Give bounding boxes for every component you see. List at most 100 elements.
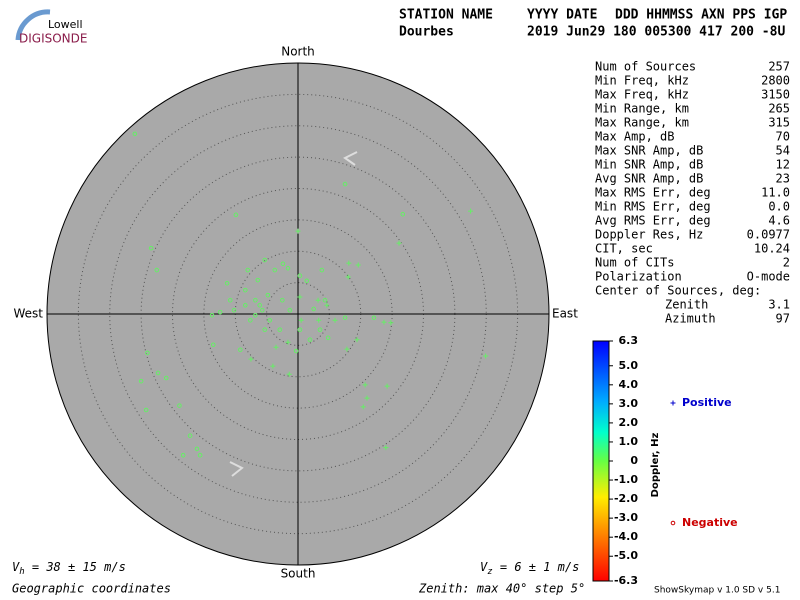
header-column: STATION NAME <box>399 8 493 23</box>
stat-value: 12 <box>776 158 790 172</box>
stat-label: Min Range, km <box>595 102 689 116</box>
point <box>483 353 489 359</box>
point <box>255 277 261 283</box>
point <box>396 240 402 246</box>
point <box>210 342 216 348</box>
logo-text: Lowell <box>48 18 83 31</box>
stat-label: Avg RMS Err, deg <box>595 214 711 228</box>
point <box>381 319 387 325</box>
stat-label: Num of CITs <box>595 256 674 270</box>
point <box>187 433 193 439</box>
center-value: 97 <box>776 312 790 326</box>
datetime: 2019 Jun29 180 005300 417 200 -8U <box>527 25 785 40</box>
point <box>163 375 169 381</box>
point <box>346 260 352 266</box>
point <box>311 306 316 312</box>
legend-label: Negative <box>682 516 738 529</box>
stat-label: Max Freq, kHz <box>595 88 689 102</box>
stat-value: 23 <box>776 172 790 186</box>
stat-value: 70 <box>776 130 790 144</box>
stat-label: Max Range, km <box>595 116 689 130</box>
version: ShowSkymap v 1.0 SD v 5.1 <box>654 586 780 596</box>
point <box>245 267 251 273</box>
point <box>342 315 348 321</box>
center-title: Center of Sources, deg: <box>595 284 761 298</box>
stat-value: 11.0 <box>761 186 790 200</box>
point <box>197 452 203 458</box>
point <box>362 382 368 388</box>
stat-label: Max Amp, dB <box>595 130 674 144</box>
point <box>285 265 291 271</box>
point <box>322 297 328 303</box>
stat-value: 315 <box>768 116 790 130</box>
stat-label: CIT, sec <box>595 242 653 256</box>
point <box>270 363 276 369</box>
point <box>468 208 474 214</box>
point <box>231 307 237 313</box>
point <box>259 307 265 313</box>
colorbar-tick-label: 6.3 <box>619 334 639 347</box>
point <box>253 297 258 303</box>
colorbar-tick-label: -3.0 <box>614 511 638 524</box>
point <box>227 297 233 303</box>
logo-text: DIGISONDE <box>19 32 87 46</box>
point <box>297 327 303 332</box>
zenith-note: Zenith: max 40° step 5° <box>418 582 585 596</box>
stat-label: Min SNR Amp, dB <box>595 158 703 172</box>
vz: Vz = 6 ± 1 m/s <box>480 560 579 577</box>
colorbar <box>592 340 610 582</box>
point <box>267 317 273 323</box>
stat-label: Num of Sources <box>595 60 696 74</box>
point <box>317 327 323 332</box>
point <box>257 302 263 308</box>
direction-label: South <box>281 567 316 581</box>
point <box>297 294 303 300</box>
stat-label: Max SNR Amp, dB <box>595 144 703 158</box>
point <box>384 383 390 389</box>
point <box>155 370 161 376</box>
point <box>237 347 243 353</box>
stat-label: Avg SNR Amp, dB <box>595 172 703 186</box>
point <box>209 312 215 318</box>
coords-note: Geographic coordinates <box>12 582 171 596</box>
stat-value: 2 <box>783 256 790 270</box>
header-column: YYYY DATE <box>527 8 597 23</box>
stat-label: Doppler Res, Hz <box>595 228 703 242</box>
colorbar-tick-label: -1.0 <box>614 473 638 486</box>
point <box>138 378 144 384</box>
colorbar-tick-label: 4.0 <box>619 378 639 391</box>
point <box>248 356 254 362</box>
point <box>217 309 223 315</box>
point <box>297 273 303 279</box>
point <box>400 211 406 217</box>
colorbar-tick-label: 1.0 <box>619 435 639 448</box>
point <box>145 350 150 356</box>
point <box>298 317 304 323</box>
point <box>242 302 248 308</box>
direction-label: West <box>13 307 43 321</box>
legend-label: Positive <box>682 396 732 409</box>
center-label: Zenith <box>665 298 708 312</box>
point <box>180 452 186 458</box>
colorbar-tick-label: 3.0 <box>619 397 639 410</box>
legend-symbol <box>670 400 676 406</box>
arrow-marker <box>229 461 244 477</box>
point <box>253 312 258 318</box>
point <box>354 337 360 343</box>
point <box>383 445 389 451</box>
point <box>286 371 292 377</box>
point <box>148 245 154 251</box>
point <box>371 315 377 321</box>
colorbar-tick-label: -5.0 <box>614 549 638 562</box>
point <box>295 228 301 234</box>
stat-value: 0.0977 <box>747 228 790 242</box>
point <box>345 274 351 280</box>
point <box>355 262 361 268</box>
direction-label: North <box>281 45 315 59</box>
point <box>265 292 271 298</box>
stat-label: Polarization <box>595 270 682 284</box>
colorbar-label: Doppler, Hz <box>650 433 661 498</box>
colorbar-tick-label: -2.0 <box>614 492 638 505</box>
colorbar-tick-label: -4.0 <box>614 530 638 543</box>
vh: Vh = 38 ± 15 m/s <box>12 560 126 577</box>
